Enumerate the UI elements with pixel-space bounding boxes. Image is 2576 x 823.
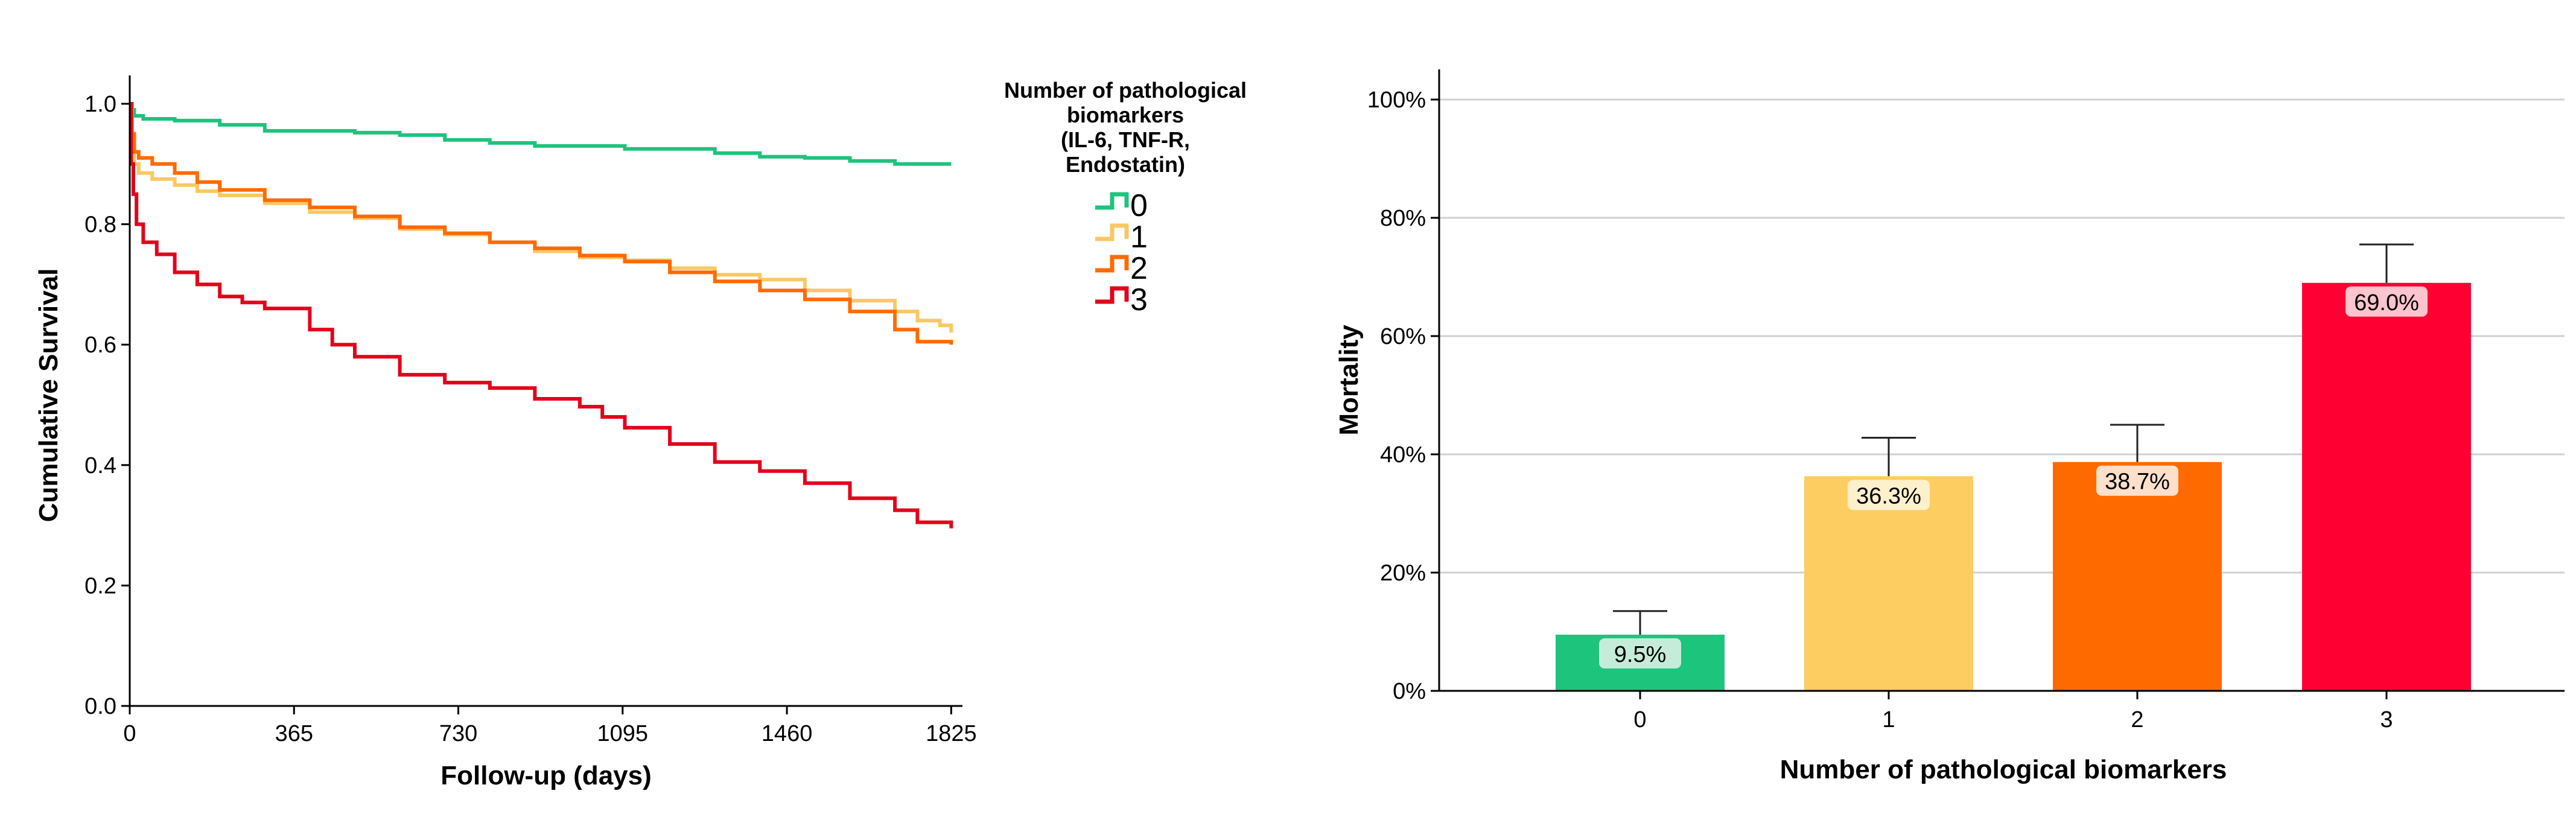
data-label-bg-0 xyxy=(1599,638,1681,669)
data-label-2: 38.7% xyxy=(2105,469,2170,495)
legend-title-line-1: Number of pathological xyxy=(1004,78,1247,103)
survival-curves xyxy=(129,102,953,529)
legend-swatch-3 xyxy=(1095,286,1129,304)
bar-y-tick-label: 80% xyxy=(1380,206,1426,231)
bar-y-axis-title: Mortality xyxy=(1334,325,1364,436)
data-label-0: 9.5% xyxy=(1614,642,1667,667)
km-legend: Number of pathological biomarkers (IL-6,… xyxy=(1004,78,1247,317)
km-y-tick-label: 1.0 xyxy=(84,92,116,117)
bar-2 xyxy=(2053,462,2222,691)
bar-axis-ticks: 0% 20% 40% 60% 80% 100% 0 1 2 3 xyxy=(1367,87,2393,732)
legend-title-line-4: Endostatin) xyxy=(1066,152,1185,177)
legend-swatch-0 xyxy=(1095,192,1129,210)
legend-label-0: 0 xyxy=(1130,188,1148,223)
bar-y-tick-label: 20% xyxy=(1380,561,1426,586)
bars: 9.5% 36.3% 38.7% 69.0% xyxy=(1556,243,2471,691)
km-y-tick-label: 0.2 xyxy=(84,573,116,599)
bar-y-tick-label: 60% xyxy=(1380,324,1426,349)
survival-line-0 xyxy=(130,102,952,166)
km-x-tick-label: 730 xyxy=(439,721,477,746)
data-label-bg-2 xyxy=(2096,465,2178,496)
km-x-axis-title: Follow-up (days) xyxy=(440,761,652,790)
bar-x-tick-label: 3 xyxy=(2380,707,2393,732)
data-label-1: 36.3% xyxy=(1856,483,1921,509)
legend-title-line-3: (IL-6, TNF-R, xyxy=(1061,127,1190,152)
km-y-tick-label: 0.0 xyxy=(84,694,116,719)
km-y-tick-label: 0.8 xyxy=(84,212,116,238)
km-y-tick-label: 0.6 xyxy=(84,332,116,358)
km-axis-ticks: 0 365 730 1095 1460 1825 0.0 0.2 0.4 0.6 0.8 1.0 xyxy=(84,92,976,746)
survival-chart: 0 365 730 1095 1460 1825 0.0 0.2 0.4 0.6 0.8 1.0 Cu… xyxy=(34,75,1247,790)
km-y-axis-title: Cumulative Survival xyxy=(34,269,63,523)
km-x-tick-label: 1460 xyxy=(762,721,813,746)
km-x-tick-label: 0 xyxy=(123,721,136,746)
bar-y-tick-label: 100% xyxy=(1367,87,1426,113)
bar-x-tick-label: 0 xyxy=(1633,707,1646,732)
km-x-tick-label: 1825 xyxy=(926,721,977,746)
legend-label-2: 2 xyxy=(1130,251,1148,286)
km-x-tick-label: 365 xyxy=(275,721,313,746)
bar-1 xyxy=(1804,476,1973,691)
mortality-bar-chart: 9.5% 36.3% 38.7% 69.0% 0% 20% 40% 60% 80% 100% 0 1… xyxy=(1334,69,2565,784)
km-x-tick-label: 1095 xyxy=(597,721,649,746)
legend-label-3: 3 xyxy=(1130,282,1148,317)
km-y-tick-label: 0.4 xyxy=(84,453,116,478)
legend-label-1: 1 xyxy=(1130,220,1148,255)
survival-line-3 xyxy=(129,102,953,529)
legend-title-line-2: biomarkers xyxy=(1067,103,1184,127)
legend-swatch-2 xyxy=(1095,255,1129,273)
data-label-bg-3 xyxy=(2345,286,2428,317)
bar-y-tick-label: 40% xyxy=(1380,442,1426,468)
data-label-3: 69.0% xyxy=(2354,290,2419,316)
survival-line-2 xyxy=(130,102,953,345)
legend-swatch-1 xyxy=(1095,223,1129,241)
bar-y-tick-label: 0% xyxy=(1393,679,1426,704)
bar-x-axis-title: Number of pathological biomarkers xyxy=(1780,755,2227,784)
bar-3 xyxy=(2302,282,2471,691)
data-label-bg-1 xyxy=(1848,480,1930,510)
bar-x-tick-label: 1 xyxy=(1882,707,1895,732)
bar-x-tick-label: 2 xyxy=(2131,707,2143,732)
